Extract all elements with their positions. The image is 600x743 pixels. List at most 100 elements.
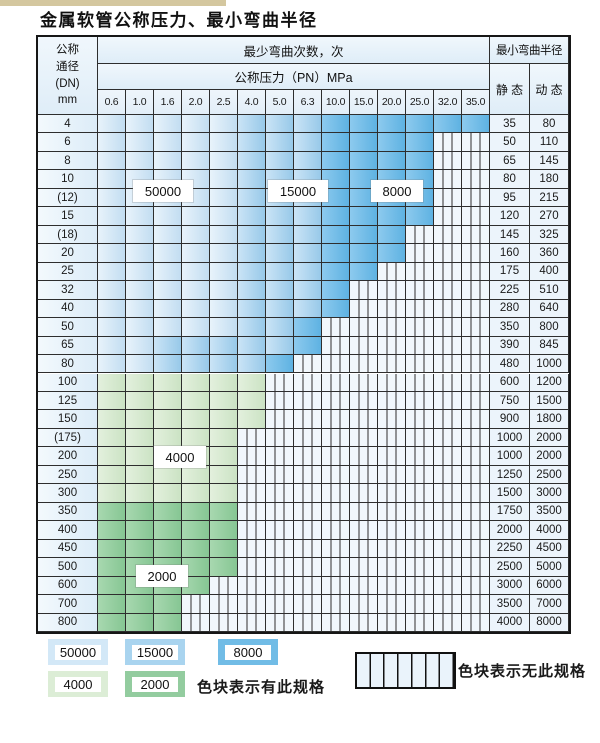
spec-cell: [266, 115, 294, 134]
spec-cell: [126, 151, 154, 171]
no-spec-cell: [378, 318, 406, 337]
no-spec-cell: [294, 391, 322, 411]
no-spec-cell: [462, 502, 490, 522]
no-spec-cell: [238, 613, 266, 632]
no-spec-cell: [378, 521, 406, 540]
spec-cell: [98, 373, 126, 392]
dn-cell: 450: [38, 539, 98, 559]
spec-cell: [378, 151, 406, 171]
cycle-count-label: 8000: [371, 180, 423, 202]
no-spec-cell: [462, 576, 490, 596]
no-spec-cell: [378, 373, 406, 392]
dn-cell: 100: [38, 373, 98, 392]
no-spec-cell: [462, 447, 490, 466]
no-spec-cell: [182, 595, 210, 614]
spec-cell: [98, 151, 126, 171]
spec-cell: [98, 207, 126, 226]
no-spec-cell: [406, 355, 434, 374]
no-spec-cell: [406, 502, 434, 522]
spec-cell: [210, 318, 238, 337]
no-spec-cell: [294, 447, 322, 466]
no-spec-cell: [434, 391, 462, 411]
pressure-tick: 20.0: [378, 90, 406, 115]
spec-cell: [266, 281, 294, 300]
pressure-tick: 10.0: [322, 90, 350, 115]
no-spec-cell: [378, 355, 406, 374]
no-spec-cell: [378, 558, 406, 577]
spec-cell: [210, 244, 238, 263]
no-spec-cell: [462, 391, 490, 411]
dynamic-value-cell: 325: [530, 225, 569, 245]
dn-cell: 65: [38, 336, 98, 356]
cycle-count-label: 2000: [136, 565, 188, 587]
no-spec-cell: [350, 576, 378, 596]
spec-cell: [210, 299, 238, 319]
dynamic-value-cell: 7000: [530, 595, 569, 614]
no-spec-cell: [210, 595, 238, 614]
cycles-header-cell: 最少弯曲次数，次: [98, 37, 490, 64]
spec-cell: [238, 391, 266, 411]
no-spec-cell: [406, 410, 434, 429]
spec-cell: [294, 115, 322, 134]
spec-cell: [182, 373, 210, 392]
no-spec-cell: [378, 576, 406, 596]
no-spec-cell: [406, 373, 434, 392]
no-spec-cell: [378, 336, 406, 356]
spec-cell: [322, 170, 350, 189]
spec-cell: [154, 336, 182, 356]
static-value-cell: 120: [490, 207, 530, 226]
dynamic-value-cell: 3000: [530, 484, 569, 503]
no-spec-cell: [350, 355, 378, 374]
dynamic-value-cell: 2500: [530, 465, 569, 485]
legend-swatch-label: 2000: [132, 676, 178, 692]
dynamic-value-cell: 360: [530, 244, 569, 263]
pressure-tick: 32.0: [434, 90, 462, 115]
dn-cell: 200: [38, 447, 98, 466]
legend-exist-note: 色块表示有此规格: [197, 679, 326, 696]
spec-cell: [98, 318, 126, 337]
pressure-tick: 5.0: [266, 90, 294, 115]
no-spec-cell: [406, 318, 434, 337]
spec-cell: [322, 281, 350, 300]
spec-cell: [126, 225, 154, 245]
spec-cell: [126, 355, 154, 374]
spec-cell: [350, 115, 378, 134]
spec-cell: [154, 151, 182, 171]
no-spec-cell: [378, 428, 406, 448]
spec-cell: [154, 521, 182, 540]
dynamic-value-cell: 510: [530, 281, 569, 300]
spec-cell: [210, 447, 238, 466]
dynamic-value-cell: 2000: [530, 428, 569, 448]
static-value-cell: 1000: [490, 447, 530, 466]
no-spec-cell: [462, 465, 490, 485]
spec-cell: [210, 484, 238, 503]
no-spec-cell: [294, 595, 322, 614]
no-spec-cell: [294, 373, 322, 392]
no-spec-cell: [434, 318, 462, 337]
dynamic-value-cell: 145: [530, 151, 569, 171]
dynamic-value-cell: 4000: [530, 521, 569, 540]
dn-cell: 6: [38, 133, 98, 152]
spec-cell: [294, 207, 322, 226]
spec-cell: [294, 225, 322, 245]
no-spec-cell: [350, 318, 378, 337]
no-spec-cell: [266, 447, 294, 466]
spec-cell: [406, 151, 434, 171]
no-spec-cell: [462, 281, 490, 300]
spec-cell: [182, 281, 210, 300]
spec-cell: [294, 244, 322, 263]
no-spec-cell: [350, 428, 378, 448]
spec-cell: [322, 299, 350, 319]
spec-cell: [266, 225, 294, 245]
no-spec-cell: [434, 170, 462, 189]
spec-cell: [210, 225, 238, 245]
legend-swatch-label: 4000: [55, 676, 101, 692]
static-value-cell: 225: [490, 281, 530, 300]
no-spec-cell: [294, 539, 322, 559]
dn-cell: 40: [38, 299, 98, 319]
no-spec-cell: [462, 558, 490, 577]
no-spec-cell: [434, 188, 462, 208]
no-spec-cell: [406, 336, 434, 356]
spec-cell: [266, 244, 294, 263]
spec-cell: [266, 151, 294, 171]
